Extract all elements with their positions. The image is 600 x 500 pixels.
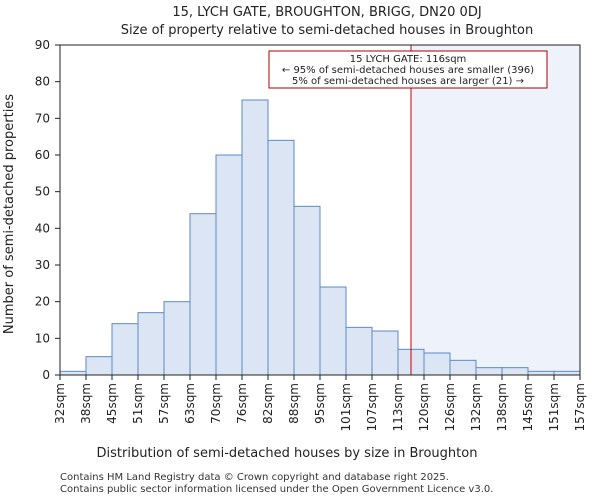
x-tick-label: 63sqm (183, 383, 197, 424)
bar-95sqm (319, 286, 347, 376)
x-tick-label: 76sqm (235, 383, 249, 424)
bar-51sqm (137, 312, 165, 376)
bar-76sqm (241, 99, 269, 376)
bar-38sqm (85, 356, 113, 376)
y-tick-label: 90 (35, 38, 50, 52)
x-tick-label: 107sqm (365, 383, 379, 431)
bar-88sqm (293, 205, 321, 376)
y-tick-label: 60 (35, 148, 50, 162)
y-axis-label: Number of semi-detached properties (2, 94, 17, 334)
x-tick-label: 57sqm (157, 383, 171, 424)
x-tick-label: 88sqm (287, 383, 301, 424)
x-axis-label: Distribution of semi-detached houses by … (97, 446, 478, 461)
footer-copyright: Contains HM Land Registry data © Crown c… (60, 472, 449, 483)
x-tick-label: 95sqm (313, 383, 327, 424)
annotation-line1: 15 LYCH GATE: 116sqm (350, 54, 467, 65)
y-tick-label: 20 (35, 295, 50, 309)
annotation-line3: 5% of semi-detached houses are larger (2… (292, 76, 524, 87)
bar-57sqm (163, 301, 191, 376)
x-tick-label: 51sqm (131, 383, 145, 424)
bar-145sqm (527, 370, 555, 376)
footer-licence: Contains public sector information licen… (60, 484, 494, 495)
x-tick-label: 120sqm (417, 383, 431, 431)
x-tick-label: 126sqm (443, 383, 457, 431)
y-tick-label: 80 (35, 75, 50, 89)
bar-70sqm (215, 154, 243, 376)
bars-group (59, 99, 581, 376)
bar-120sqm (423, 352, 451, 376)
chart-title-line1: 15, LYCH GATE, BROUGHTON, BRIGG, DN20 0D… (172, 5, 481, 20)
x-tick-label: 132sqm (469, 383, 483, 431)
y-tick-label: 70 (35, 111, 50, 125)
chart-title-line2: Size of property relative to semi-detach… (121, 23, 533, 38)
x-tick-label: 38sqm (79, 383, 93, 424)
y-tick-label: 10 (35, 331, 50, 345)
bar-107sqm (371, 330, 399, 376)
bar-63sqm (189, 213, 217, 376)
bar-32sqm (59, 370, 87, 376)
x-tick-label: 32sqm (53, 383, 67, 424)
x-tick-label: 157sqm (573, 383, 587, 431)
x-tick-label: 101sqm (339, 383, 353, 431)
annotation-line2: ← 95% of semi-detached houses are smalle… (282, 65, 534, 76)
y-tick-label: 50 (35, 185, 50, 199)
x-tick-label: 151sqm (547, 383, 561, 431)
x-tick-label: 70sqm (209, 383, 223, 424)
x-axis: 32sqm 38sqm 45sqm 51sqm 57sqm 63sqm 70sqm 76sqm… (53, 375, 587, 431)
y-tick-label: 0 (42, 368, 50, 382)
bar-138sqm (501, 367, 529, 376)
x-tick-label: 145sqm (521, 383, 535, 431)
y-axis: 0 10 20 30 40 50 60 70 80 90 (35, 38, 60, 382)
annotation-border (268, 50, 548, 89)
annotation-box: 15 LYCH GATE: 116sqm ← 95% of semi-detac… (268, 50, 548, 89)
bar-132sqm (475, 367, 503, 376)
bar-82sqm (267, 139, 295, 376)
histogram-chart: 15, LYCH GATE, BROUGHTON, BRIGG, DN20 0D… (2, 5, 587, 461)
x-tick-label: 138sqm (495, 383, 509, 431)
bar-101sqm (345, 326, 373, 376)
x-tick-label: 82sqm (261, 383, 275, 424)
x-tick-label: 113sqm (391, 383, 405, 431)
bar-126sqm (449, 359, 477, 376)
bar-45sqm (111, 323, 139, 376)
larger-region-shade (411, 45, 580, 375)
bar-151sqm (553, 370, 581, 376)
x-tick-label: 45sqm (105, 383, 119, 424)
y-tick-label: 40 (35, 221, 50, 235)
y-tick-label: 30 (35, 258, 50, 272)
